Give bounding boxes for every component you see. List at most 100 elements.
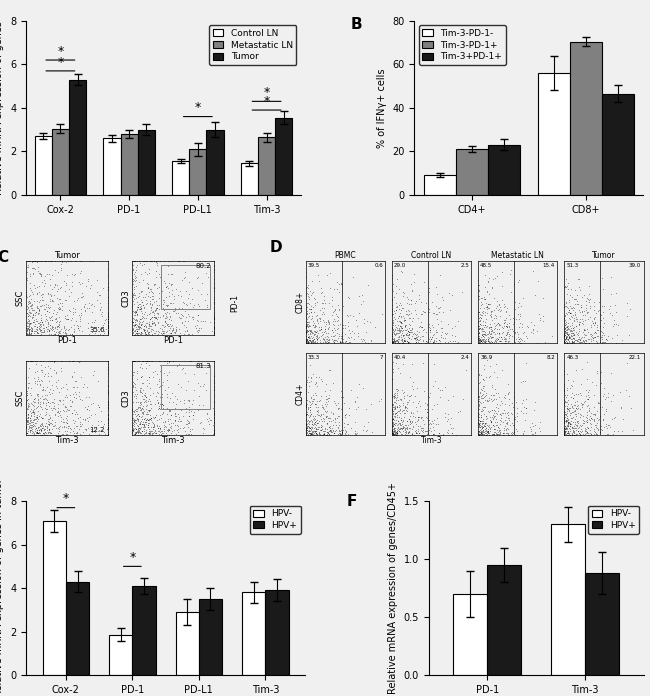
Point [396,333,407,345]
Bar [66,582,89,675]
Point [560,416,570,427]
Point [592,429,602,441]
Point [25,268,35,279]
Point [473,425,484,436]
Point [47,310,57,322]
Point [301,415,311,426]
Point [151,307,162,318]
Point [32,324,42,335]
Point [209,381,219,393]
Point [478,429,488,440]
Point [21,255,32,267]
Point [25,317,36,329]
Point [412,333,423,345]
Point [129,416,139,427]
Point [302,316,313,327]
Point [482,329,493,340]
Point [590,331,601,342]
Point [572,420,582,431]
Point [65,427,75,438]
Point [398,287,409,299]
Y-axis label: CD3: CD3 [122,289,131,307]
Point [413,397,424,409]
Point [482,426,493,437]
Point [34,428,45,439]
Point [25,300,35,311]
Point [391,328,401,339]
Point [317,287,328,298]
Point [128,419,138,430]
Point [140,392,151,403]
Point [36,359,46,370]
Point [584,429,594,440]
Point [41,255,51,267]
Point [308,327,318,338]
Point [559,365,569,377]
Point [573,421,584,432]
Point [209,296,219,307]
Point [473,291,484,302]
Point [576,301,586,313]
Point [70,406,81,418]
Point [478,381,488,392]
Point [300,385,311,396]
Point [560,319,571,330]
Point [480,319,491,331]
Point [589,426,599,437]
Point [127,301,138,313]
Point [180,419,190,430]
Point [393,418,403,429]
Point [72,412,83,423]
Point [434,335,444,346]
Point [492,295,502,306]
Point [311,426,321,437]
Point [35,429,46,440]
Point [578,335,589,346]
Point [72,319,82,330]
Point [209,263,219,274]
Point [563,418,573,429]
Point [103,322,113,333]
Point [499,315,510,326]
Point [175,416,185,427]
Bar [240,164,258,195]
Point [479,329,489,340]
Point [50,322,60,333]
Point [559,329,569,340]
Point [137,285,148,296]
Point [493,333,503,345]
Point [103,386,113,397]
Point [476,426,487,437]
Point [146,313,157,324]
Point [185,423,195,434]
Point [75,279,85,290]
Point [68,303,78,314]
Point [161,313,172,324]
Point [167,319,177,331]
Point [21,267,32,278]
Point [27,326,37,337]
Point [388,428,398,439]
Point [308,306,318,317]
Point [136,427,146,438]
Point [600,393,610,404]
Point [478,335,488,346]
Point [55,394,65,405]
Point [135,423,145,434]
Point [300,417,311,428]
Point [590,409,601,420]
Point [387,427,397,438]
Point [411,336,421,347]
Point [33,317,44,329]
Point [146,425,157,436]
Point [503,325,514,336]
Point [474,387,485,398]
Point [157,426,168,437]
Point [131,423,141,434]
Point [570,309,580,320]
Point [303,410,313,421]
Point [209,321,219,332]
Point [566,399,576,410]
Point [483,425,493,436]
Point [311,422,321,434]
